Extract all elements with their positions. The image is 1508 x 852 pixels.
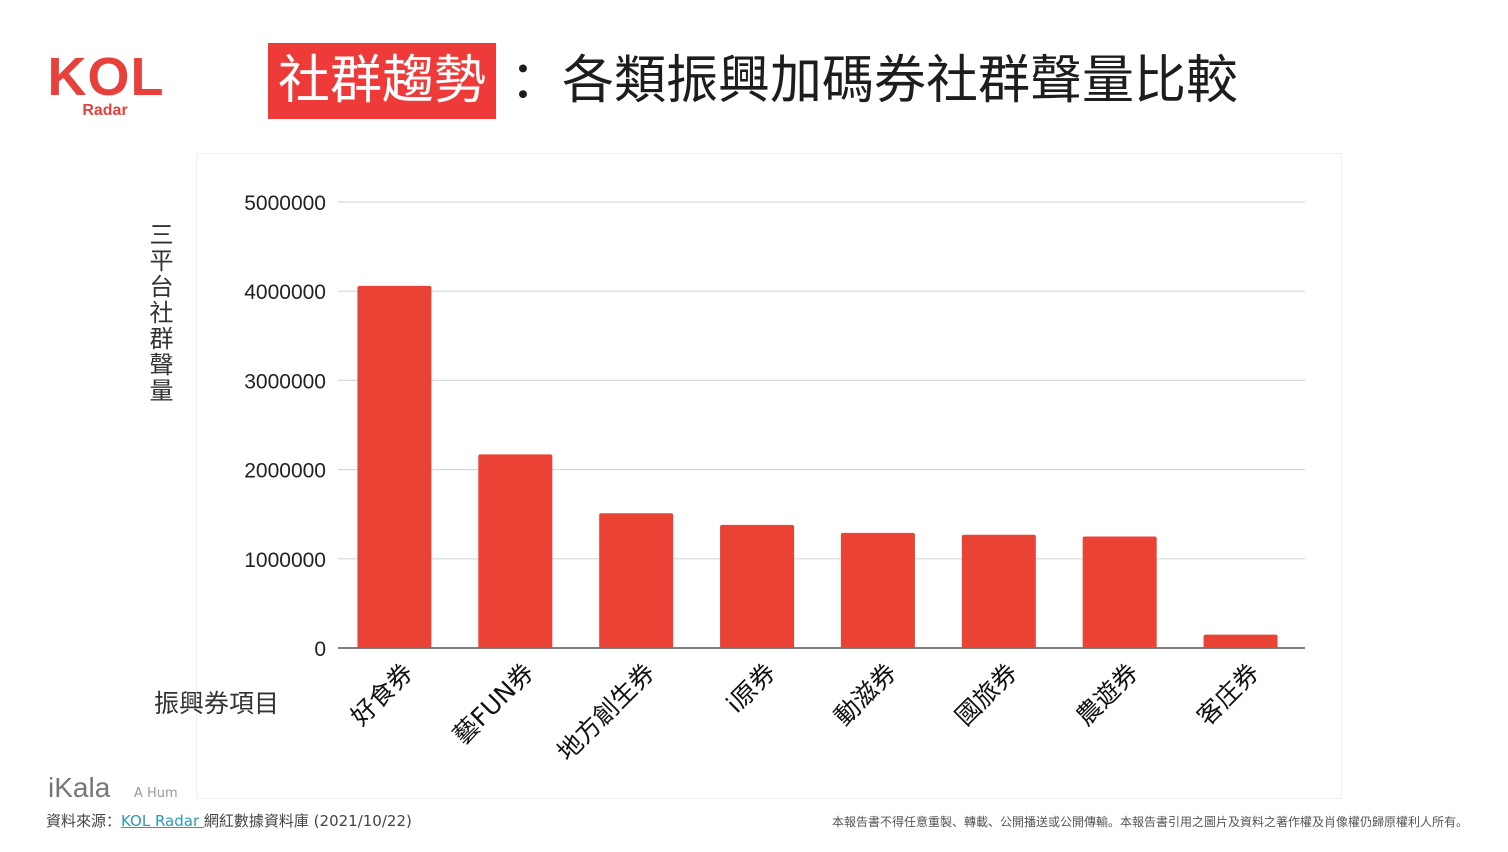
y-tick-label: 2000000	[244, 460, 326, 483]
x-tick-label: 客庄券	[1191, 658, 1265, 732]
source-prefix: 資料來源：	[46, 812, 122, 830]
x-tick-label: 國旅券	[950, 658, 1024, 732]
bar	[599, 513, 674, 648]
ikala-tagline: A Hum	[134, 786, 178, 801]
bar	[1082, 536, 1157, 648]
x-tick-label: 好食券	[345, 658, 419, 732]
bar	[961, 534, 1036, 648]
chart-frame	[196, 153, 1342, 799]
x-tick-label: 農遊券	[1070, 658, 1144, 732]
y-tick-label: 0	[314, 638, 326, 661]
y-tick-label: 4000000	[244, 281, 326, 304]
bar	[357, 285, 432, 648]
x-tick-label: 地方創生券	[552, 658, 661, 767]
disclaimer: 本報告書不得任意重製、轉載、公開播送或公開傳輸。本報告書引用之圖片及資料之著作權…	[831, 815, 1468, 829]
logo-brand: KOL	[47, 47, 165, 107]
source-suffix: 網紅數據資料庫 (2021/10/22)	[203, 812, 412, 830]
kol-radar-link[interactable]: KOL Radar	[121, 812, 204, 830]
x-axis-label: 振興券項目	[154, 689, 280, 718]
title-tag: 社群趨勢	[268, 43, 496, 119]
kol-radar-logo: KOL Radar	[46, 50, 166, 122]
source-note: 資料來源：KOL Radar 網紅數據資料庫 (2021/10/22)	[46, 810, 412, 831]
ikala-logo: iKala	[48, 772, 111, 803]
x-tick-label: i原券	[721, 658, 782, 719]
logo-sub: Radar	[82, 102, 128, 119]
bar	[840, 532, 915, 648]
x-tick-label: 動滋券	[829, 658, 903, 732]
bar	[720, 524, 795, 648]
bar	[1203, 634, 1278, 648]
bar	[478, 454, 553, 648]
y-tick-label: 3000000	[244, 370, 326, 393]
y-axis-label: 三平台社群聲量	[145, 222, 173, 404]
y-tick-label: 5000000	[244, 192, 326, 215]
x-tick-label: 藝FUN券	[447, 658, 539, 750]
y-tick-label: 1000000	[244, 549, 326, 572]
page-title: ：各類振興加碼券社群聲量比較	[510, 51, 1239, 111]
